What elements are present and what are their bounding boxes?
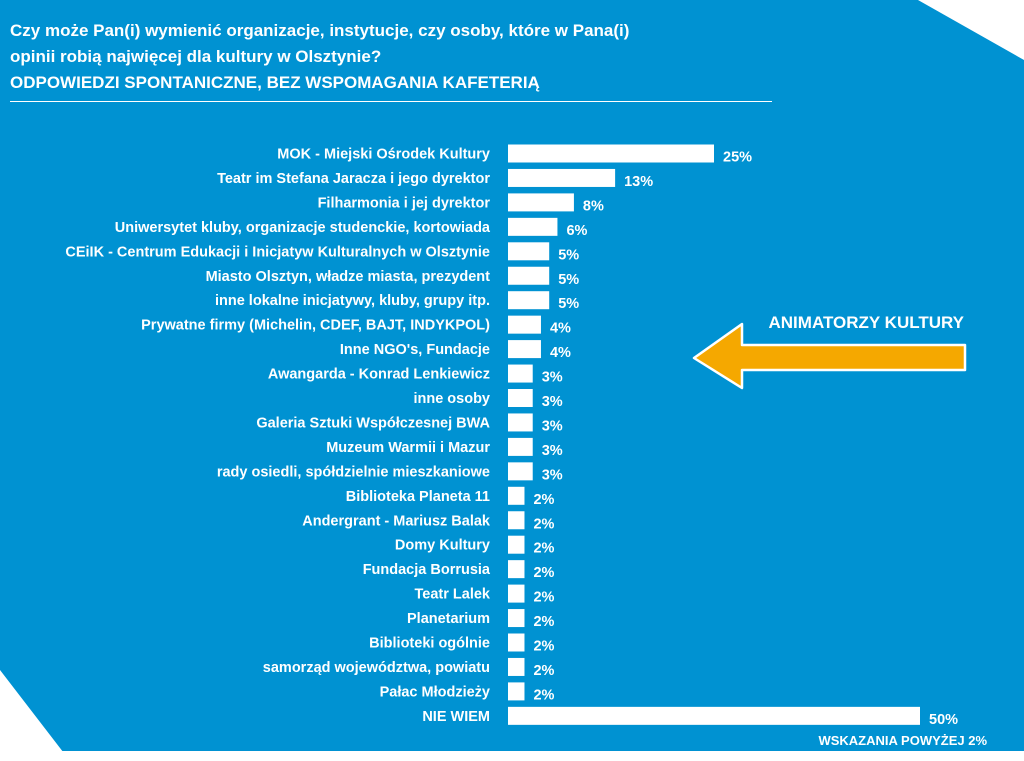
bar xyxy=(508,364,533,383)
value-label: 2% xyxy=(533,590,554,606)
category-label: Fundacja Borrusia xyxy=(363,562,491,578)
category-label: Muzeum Warmii i Mazur xyxy=(326,440,490,456)
bar xyxy=(508,144,714,163)
bar xyxy=(508,266,550,285)
title-line-1: Czy może Pan(i) wymienić organizacje, in… xyxy=(10,21,630,40)
bar xyxy=(508,486,525,505)
category-label: Awangarda - Konrad Lenkiewicz xyxy=(268,367,490,383)
callout-label: ANIMATORZY KULTURY xyxy=(768,313,965,332)
category-label: inne lokalne inicjatywy, kluby, grupy it… xyxy=(215,293,490,309)
footnote: WSKAZANIA POWYŻEJ 2% xyxy=(818,733,987,748)
value-label: 3% xyxy=(542,418,563,434)
value-label: 5% xyxy=(558,272,579,288)
bar xyxy=(508,560,525,579)
category-label: inne osoby xyxy=(413,391,490,407)
value-label: 13% xyxy=(624,174,653,190)
bar xyxy=(508,511,525,530)
category-label: rady osiedli, spółdzielnie mieszkaniowe xyxy=(217,464,490,480)
value-label: 3% xyxy=(542,394,563,410)
bar xyxy=(508,633,525,652)
bar xyxy=(508,291,550,310)
category-label: Biblioteka Planeta 11 xyxy=(346,489,490,505)
title-underline xyxy=(10,101,772,102)
category-label: CEiIK - Centrum Edukacji i Inicjatyw Kul… xyxy=(65,244,490,260)
value-label: 4% xyxy=(550,321,571,337)
value-label: 2% xyxy=(533,663,554,679)
category-label: MOK - Miejski Ośrodek Kultury xyxy=(277,147,490,163)
value-label: 50% xyxy=(929,712,958,728)
bar xyxy=(508,193,574,212)
bar xyxy=(508,340,541,359)
value-label: 25% xyxy=(723,150,752,166)
bar xyxy=(508,657,525,676)
bar xyxy=(508,389,533,407)
category-label: Biblioteki ogólnie xyxy=(369,636,490,652)
bar xyxy=(508,437,533,456)
category-label: Miasto Olsztyn, władze miasta, prezydent xyxy=(206,269,491,285)
bar xyxy=(508,584,525,603)
value-label: 6% xyxy=(566,223,587,239)
title-line-2: opinii robią najwięcej dla kultury w Ols… xyxy=(10,47,382,66)
value-label: 3% xyxy=(542,443,563,459)
value-label: 5% xyxy=(558,247,579,263)
category-label: Prywatne firmy (Michelin, CDEF, BAJT, IN… xyxy=(141,318,490,334)
category-label: Teatr im Stefana Jaracza i jego dyrektor xyxy=(217,171,490,187)
value-label: 2% xyxy=(533,541,554,557)
value-label: 4% xyxy=(550,345,571,361)
value-label: 2% xyxy=(533,614,554,630)
category-label: Pałac Młodzieży xyxy=(380,684,490,700)
value-label: 3% xyxy=(542,370,563,386)
category-label: Teatr Lalek xyxy=(415,587,491,603)
bar xyxy=(508,217,558,236)
value-label: 3% xyxy=(542,467,563,483)
category-label: Domy Kultury xyxy=(395,538,490,554)
value-label: 2% xyxy=(533,565,554,581)
value-label: 5% xyxy=(558,296,579,312)
left-arrow-icon xyxy=(692,322,967,390)
category-label: Andergrant - Mariusz Balak xyxy=(302,513,491,529)
bar xyxy=(508,706,920,725)
bar xyxy=(508,535,525,554)
bar xyxy=(508,462,533,481)
bar xyxy=(508,413,533,432)
category-label: Planetarium xyxy=(407,611,490,627)
value-label: 2% xyxy=(533,687,554,703)
bar xyxy=(508,168,616,187)
bar xyxy=(508,315,541,334)
value-label: 2% xyxy=(533,516,554,532)
category-label: Galeria Sztuki Współczesnej BWA xyxy=(256,415,490,431)
bar xyxy=(508,682,525,701)
category-label: samorząd województwa, powiatu xyxy=(263,660,490,676)
chart-subtitle: ODPOWIEDZI SPONTANICZNE, BEZ WSPOMAGANIA… xyxy=(10,73,540,92)
value-label: 2% xyxy=(533,639,554,655)
category-label: NIE WIEM xyxy=(422,709,490,725)
bar xyxy=(508,609,525,628)
category-label: Uniwersytet kluby, organizacje studencki… xyxy=(115,220,491,236)
bar xyxy=(508,242,550,261)
value-label: 2% xyxy=(533,492,554,508)
chart-title: Czy może Pan(i) wymienić organizacje, in… xyxy=(10,18,770,96)
category-label: Filharmonia i jej dyrektor xyxy=(318,195,491,211)
value-label: 8% xyxy=(583,198,604,214)
category-label: Inne NGO's, Fundacje xyxy=(340,342,490,358)
